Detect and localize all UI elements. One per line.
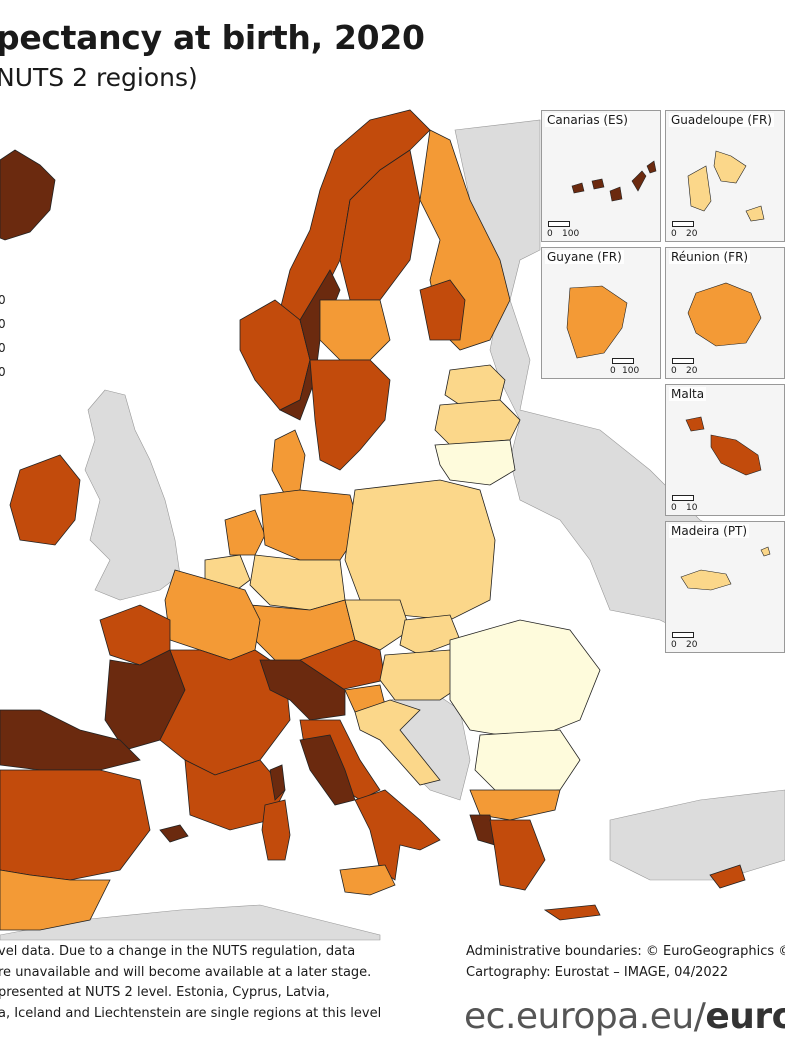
footnote-line: presented at NUTS 2 level. Estonia, Cypr… [0, 985, 330, 1000]
scale-max: 20 [686, 366, 698, 376]
region-sweden-central [319, 299, 391, 361]
scale-max: 20 [686, 229, 698, 239]
scale-zero: 0 [671, 503, 677, 513]
region-greece-south [489, 819, 546, 891]
scale-max: 100 [562, 229, 580, 239]
scale-zero: 0 [671, 640, 677, 650]
eurostat-url[interactable]: ec.europa.eu/euro [464, 996, 785, 1037]
footnote-line: vel data. Due to a change in the NUTS re… [0, 944, 356, 959]
great-britain [84, 389, 181, 601]
region-greece-north [469, 789, 561, 821]
region-spain-centre [0, 769, 151, 881]
scale-bar [672, 221, 694, 227]
region-ireland [9, 454, 81, 546]
scale-max: 100 [622, 366, 640, 376]
inset-canarias: Canarias (ES) 0 100 [541, 110, 661, 242]
scale-bar [672, 495, 694, 501]
eu-regions [0, 109, 746, 931]
scale-bar [672, 358, 694, 364]
region-spain-south [0, 869, 111, 931]
scale-zero: 0 [671, 366, 677, 376]
region-cyprus [709, 864, 746, 889]
canarias-map [571, 160, 657, 202]
region-spain-north [0, 709, 141, 771]
scale-bar [612, 358, 634, 364]
credits-text: Administrative boundaries: © EuroGeograp… [466, 942, 785, 983]
legend-value: 0 [0, 293, 6, 307]
region-sardinia [261, 799, 291, 861]
region-germany-central [249, 554, 346, 611]
region-denmark [271, 429, 306, 496]
footnote-line: a, Iceland and Liechtenstein are single … [0, 1005, 382, 1021]
region-czechia [344, 599, 411, 651]
region-latvia [434, 399, 521, 446]
inset-guadeloupe: Guadeloupe (FR) 0 20 [665, 110, 785, 242]
map-title: pectancy at birth, 2020 [0, 18, 425, 57]
region-balearic [159, 824, 189, 843]
region-finland-east [419, 279, 466, 341]
region-germany-north [259, 489, 361, 561]
legend-value: 0 [0, 341, 6, 355]
region-netherlands [224, 509, 266, 556]
region-france-centre [159, 649, 291, 776]
scale-bar [548, 221, 570, 227]
reunion-map [687, 282, 762, 347]
region-romania [449, 619, 601, 741]
legend-value: 0 [0, 317, 6, 331]
credits-line: Cartography: Eurostat – IMAGE, 04/2022 [466, 964, 729, 980]
madeira-map [680, 546, 771, 591]
scale-zero: 0 [547, 229, 553, 239]
inset-madeira: Madeira (PT) 0 20 [665, 521, 785, 653]
region-italy-south [354, 789, 441, 881]
scale-max: 10 [686, 503, 698, 513]
map-subtitle: NUTS 2 regions) [0, 63, 198, 92]
inset-guyane: Guyane (FR) 0 100 [541, 247, 661, 379]
inset-label: Canarias (ES) [545, 113, 630, 127]
url-bold: euro [705, 996, 785, 1037]
guadeloupe-map [687, 150, 765, 222]
region-sweden-south [309, 359, 391, 471]
region-iceland [0, 149, 56, 241]
inset-label: Madeira (PT) [669, 524, 750, 538]
region-sicily [339, 864, 396, 896]
url-light: ec.europa.eu/ [464, 996, 706, 1037]
inset-malta: Malta 0 10 [665, 384, 785, 516]
malta-map [685, 416, 762, 476]
inset-label: Guyane (FR) [545, 250, 624, 264]
inset-label: Guadeloupe (FR) [669, 113, 774, 127]
region-crete [543, 904, 601, 921]
region-corsica [269, 764, 286, 801]
region-croatia [354, 699, 441, 786]
region-estonia [444, 364, 506, 406]
north-africa [0, 904, 381, 941]
region-lithuania [434, 439, 516, 486]
turkey [609, 789, 785, 881]
region-italy-north [259, 659, 346, 721]
footnote-text: vel data. Due to a change in the NUTS re… [0, 942, 398, 1024]
region-slovakia [399, 614, 461, 656]
scale-max: 20 [686, 640, 698, 650]
inset-reunion: Réunion (FR) 0 20 [665, 247, 785, 379]
region-poland [344, 479, 496, 621]
scale-zero: 0 [671, 229, 677, 239]
region-greece-west [469, 814, 496, 846]
credits-line: Administrative boundaries: © EuroGeograp… [466, 944, 785, 959]
inset-label: Malta [669, 387, 707, 401]
inset-label: Réunion (FR) [669, 250, 751, 264]
scale-bar [672, 632, 694, 638]
region-bulgaria [474, 729, 581, 796]
footnote-line: re unavailable and will become available… [0, 964, 372, 980]
guyane-map [566, 285, 628, 359]
legend-value: 0 [0, 365, 6, 379]
scale-zero: 0 [610, 366, 616, 376]
